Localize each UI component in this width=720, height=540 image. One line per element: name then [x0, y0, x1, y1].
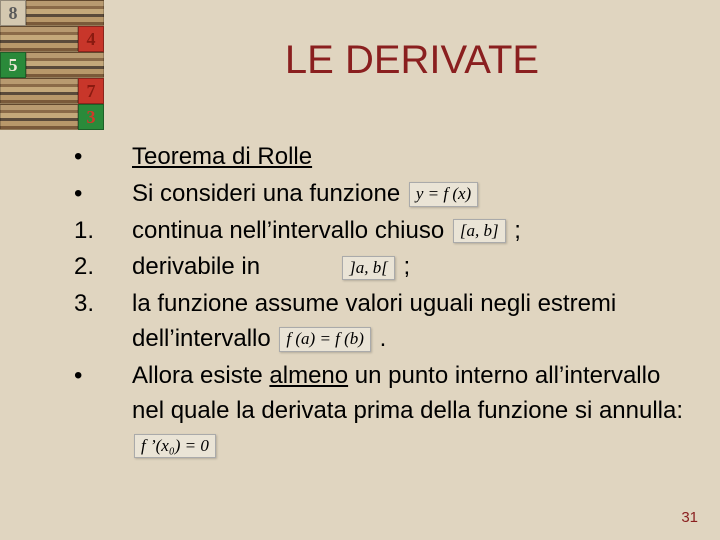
item-text: derivabile in: [132, 253, 340, 280]
heading-text: Teorema di Rolle: [132, 143, 312, 170]
list-item: • Allora esiste almeno un punto interno …: [70, 359, 690, 463]
formula-open-interval: ]a, b[: [342, 256, 395, 280]
books-row-icon: [0, 26, 78, 52]
tile-7: 7: [78, 78, 104, 104]
tile-3: 3: [78, 104, 104, 130]
number-marker: 3.: [70, 287, 132, 357]
item-body: Allora esiste almeno un punto interno al…: [132, 359, 690, 463]
item-body: derivabile in ]a, b[ ;: [132, 250, 690, 285]
tile-4: 4: [78, 26, 104, 52]
list-item: 2. derivabile in ]a, b[ ;: [70, 250, 690, 285]
formula-fprime-zero: f ’(x₀) = 0: [134, 434, 216, 458]
item-body: continua nell’intervallo chiuso [a, b] ;: [132, 214, 690, 249]
number-marker: 1.: [70, 214, 132, 249]
item-text: continua nell’intervallo chiuso: [132, 217, 451, 244]
corner-decorative-image: 8 4 5 7 3: [0, 0, 104, 130]
formula-closed-interval: [a, b]: [453, 219, 506, 243]
page-title: LE DERIVATE: [104, 38, 720, 83]
formula-fa-fb: f (a) = f (b): [279, 327, 371, 351]
list-item: 1. continua nell’intervallo chiuso [a, b…: [70, 214, 690, 249]
list-item: • Si consideri una funzione y = f (x): [70, 177, 690, 212]
bullet-marker: •: [70, 177, 132, 212]
item-body: Teorema di Rolle: [132, 140, 690, 175]
books-row-icon: [26, 0, 104, 26]
formula-y-fx: y = f (x): [409, 182, 478, 206]
bullet-marker: •: [70, 359, 132, 463]
item-body: la funzione assume valori uguali negli e…: [132, 287, 690, 357]
list-item: 3. la funzione assume valori uguali negl…: [70, 287, 690, 357]
number-marker: 2.: [70, 250, 132, 285]
item-text: ;: [508, 217, 521, 244]
books-row-icon: [0, 104, 78, 130]
list-item: • Teorema di Rolle: [70, 140, 690, 175]
page-number: 31: [681, 509, 698, 526]
bullet-marker: •: [70, 140, 132, 175]
item-text: Allora esiste: [132, 362, 269, 389]
content-list: • Teorema di Rolle • Si consideri una fu…: [70, 140, 690, 465]
underlined-word: almeno: [269, 362, 348, 389]
tile-5: 5: [0, 52, 26, 78]
slide: 8 4 5 7 3 LE DERIVATE • Teorema di Rolle…: [0, 0, 720, 540]
item-text: Si consideri una funzione: [132, 180, 407, 207]
item-text: ;: [397, 253, 410, 280]
tile-8: 8: [0, 0, 26, 26]
books-row-icon: [0, 78, 78, 104]
item-text: .: [373, 325, 386, 352]
item-body: Si consideri una funzione y = f (x): [132, 177, 690, 212]
books-row-icon: [26, 52, 104, 78]
